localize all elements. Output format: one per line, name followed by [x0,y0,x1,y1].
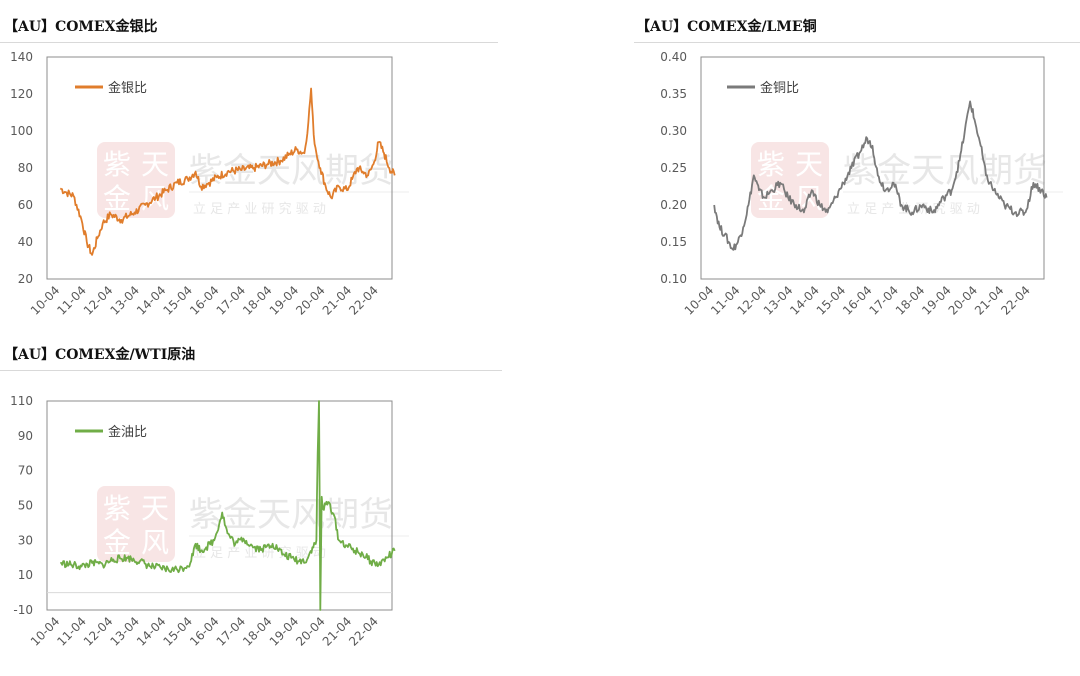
y-tick-label: 0.25 [660,161,687,175]
series-line [59,87,396,256]
watermark-slogan: 立 足 产 业 研 究 驱 动 [193,202,326,217]
title-divider [0,42,498,43]
watermark-seal-char: 紫 [103,492,131,525]
y-tick-label: 0.20 [660,198,687,212]
y-tick-label: 90 [18,429,33,443]
y-tick-label: 80 [18,161,33,175]
watermark-seal-char: 金 [103,182,131,215]
y-tick-label: 100 [10,124,33,138]
y-tick-label: 30 [18,533,33,547]
y-tick-label: 20 [18,272,33,286]
series-line [713,100,1048,251]
watermark-seal-char: 天 [141,148,169,181]
watermark-seal-char: 金 [103,526,131,559]
y-tick-label: 0.40 [660,50,687,64]
y-tick-label: 50 [18,499,33,513]
title-divider [0,370,502,371]
panel-title-gold-copper: 【AU】COMEX金/LME铜 [636,19,817,35]
x-tick-label: 19-04 [267,614,302,649]
x-tick-label: 22-04 [346,614,381,649]
x-tick-label: 18-04 [240,614,275,649]
x-tick-label: 10-04 [28,614,63,649]
watermark-seal-char: 天 [795,148,823,181]
x-tick-label: 15-04 [161,614,196,649]
watermark-seal-char: 金 [757,182,785,215]
watermark: 紫天金 风紫金天风期货立 足 产 业 研 究 驱 动 [751,142,1063,218]
y-tick-label: 0.15 [660,235,687,249]
legend-label: 金银比 [108,80,147,96]
plot-frame [46,400,393,611]
legend-label: 金油比 [108,424,147,440]
watermark-seal-char: 紫 [103,148,131,181]
y-tick-label: 60 [18,198,33,212]
x-tick-label: 17-04 [214,614,249,649]
y-tick-label: 10 [18,568,33,582]
x-tick-label: 21-04 [320,614,355,649]
watermark: 紫天金 风紫金天风期货立 足 产 业 研 究 驱 动 [97,486,409,562]
y-tick-label: 140 [10,50,33,64]
y-tick-label: 40 [18,235,33,249]
watermark-name: 紫金天风期货 [189,495,393,535]
x-tick-label: 13-04 [107,614,142,649]
watermark-seal [751,142,829,218]
y-tick-label: 0.10 [660,272,687,286]
watermark-seal [97,486,175,562]
watermark-slogan: 立 足 产 业 研 究 驱 动 [847,202,980,217]
y-tick-label: 120 [10,87,33,101]
y-tick-label: 70 [18,464,33,478]
y-tick-label: -10 [13,603,33,617]
x-tick-label: 12-04 [81,614,116,649]
x-tick-label: 20-04 [293,614,328,649]
y-tick-label: 0.30 [660,124,687,138]
watermark-seal-char: 风 [141,526,169,559]
y-tick-label: 0.35 [660,87,687,101]
x-tick-label: 16-04 [187,614,222,649]
panel-title-gold-silver: 【AU】COMEX金银比 [4,19,158,35]
panel-title-gold-oil: 【AU】COMEX金/WTI原油 [4,347,196,363]
series-line [60,400,396,611]
y-tick-label: 110 [10,394,33,408]
plot-frame [46,56,393,280]
watermark-seal-char: 紫 [757,148,785,181]
plot-frame [700,56,1045,280]
title-divider [634,42,1080,43]
legend-label: 金铜比 [760,80,799,96]
watermark-seal-char: 天 [141,492,169,525]
x-tick-label: 14-04 [134,614,169,649]
x-tick-label: 11-04 [54,614,89,649]
